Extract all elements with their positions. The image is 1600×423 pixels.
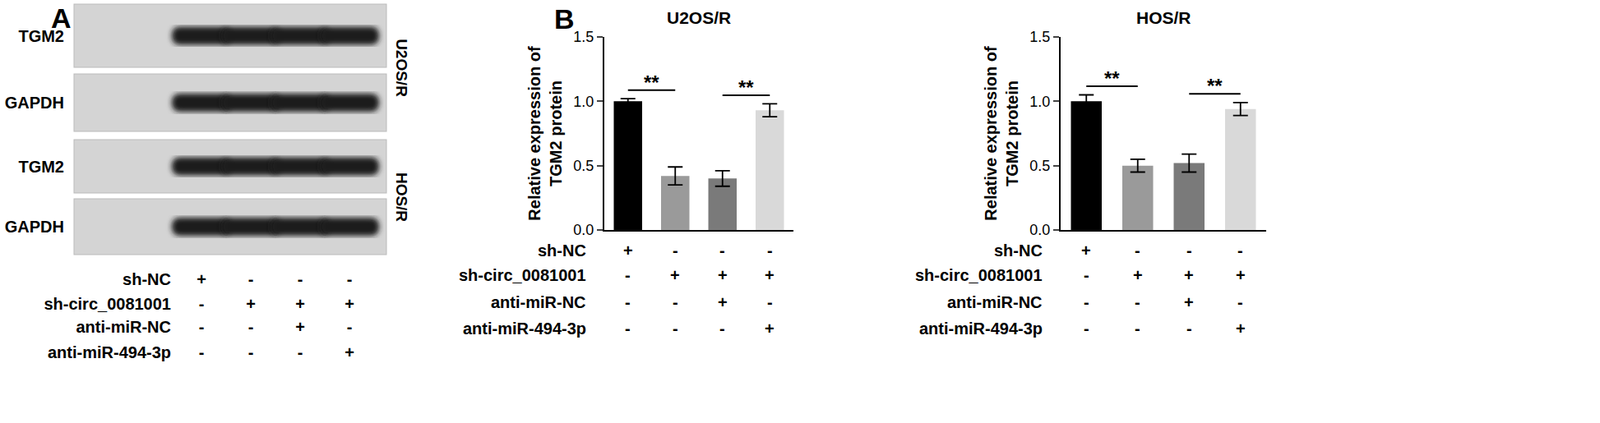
svg-text:1.5: 1.5	[1029, 28, 1050, 46]
svg-text:-: -	[1083, 293, 1090, 312]
svg-text:-: -	[248, 318, 255, 337]
svg-text:sh-circ_0081001: sh-circ_0081001	[915, 266, 1043, 285]
svg-text:+: +	[764, 319, 775, 338]
svg-text:-: -	[297, 343, 304, 362]
svg-text:+: +	[1183, 293, 1194, 312]
svg-text:+: +	[670, 266, 680, 285]
svg-text:1.5: 1.5	[573, 28, 594, 46]
svg-text:anti-miR-494-3p: anti-miR-494-3p	[919, 319, 1043, 338]
svg-text:0.5: 0.5	[573, 157, 594, 175]
svg-text:GAPDH: GAPDH	[4, 217, 65, 236]
svg-text:-: -	[672, 241, 679, 260]
svg-text:+: +	[196, 270, 207, 289]
svg-text:-: -	[198, 318, 205, 337]
svg-text:-: -	[346, 318, 353, 337]
svg-text:+: +	[764, 266, 775, 285]
svg-text:anti-miR-NC: anti-miR-NC	[490, 293, 587, 312]
svg-text:sh-NC: sh-NC	[122, 270, 172, 289]
svg-text:+: +	[717, 266, 728, 285]
svg-text:0.5: 0.5	[1029, 157, 1050, 175]
svg-text:-: -	[198, 343, 205, 362]
svg-text:**: **	[1104, 67, 1120, 90]
svg-text:Relative expression ofTGM2 pro: Relative expression ofTGM2 protein	[981, 46, 1022, 222]
svg-text:anti-miR-NC: anti-miR-NC	[947, 293, 1043, 312]
svg-text:U2OS/R: U2OS/R	[393, 38, 411, 98]
svg-text:TGM2: TGM2	[18, 157, 65, 176]
svg-text:+: +	[1081, 241, 1092, 260]
svg-text:-: -	[1134, 241, 1141, 260]
svg-text:A: A	[50, 2, 72, 34]
svg-text:-: -	[624, 319, 631, 338]
svg-text:0.0: 0.0	[1029, 221, 1050, 239]
svg-text:-: -	[1186, 319, 1193, 338]
svg-text:-: -	[1237, 293, 1244, 312]
svg-text:-: -	[346, 270, 353, 289]
svg-text:B: B	[554, 3, 575, 35]
svg-text:-: -	[1237, 241, 1244, 260]
svg-text:-: -	[1186, 241, 1193, 260]
svg-text:GAPDH: GAPDH	[4, 93, 65, 112]
svg-text:+: +	[717, 293, 728, 312]
svg-text:**: **	[738, 76, 754, 99]
svg-text:+: +	[245, 295, 256, 314]
svg-text:**: **	[1206, 74, 1223, 98]
svg-text:+: +	[1235, 266, 1246, 285]
svg-text:-: -	[767, 241, 773, 260]
svg-text:+: +	[1235, 319, 1246, 338]
svg-text:**: **	[643, 71, 660, 94]
svg-text:+: +	[295, 318, 306, 337]
svg-text:-: -	[624, 266, 631, 285]
svg-text:anti-miR-494-3p: anti-miR-494-3p	[47, 343, 172, 362]
svg-text:-: -	[624, 293, 631, 312]
svg-text:+: +	[344, 295, 355, 314]
svg-text:+: +	[1183, 266, 1194, 285]
svg-text:TGM2: TGM2	[18, 27, 65, 46]
svg-text:+: +	[1132, 266, 1143, 285]
svg-text:0.0: 0.0	[573, 221, 594, 239]
svg-text:+: +	[623, 241, 634, 260]
svg-text:+: +	[295, 295, 306, 314]
svg-text:sh-NC: sh-NC	[537, 241, 587, 260]
svg-text:-: -	[248, 343, 255, 362]
svg-text:U2OS/R: U2OS/R	[666, 8, 731, 28]
svg-text:-: -	[1083, 319, 1090, 338]
svg-text:sh-circ_0081001: sh-circ_0081001	[43, 295, 172, 314]
svg-text:-: -	[719, 319, 726, 338]
svg-text:-: -	[672, 293, 679, 312]
svg-text:1.0: 1.0	[1029, 93, 1050, 111]
svg-text:-: -	[672, 319, 679, 338]
svg-text:-: -	[1134, 319, 1141, 338]
svg-text:1.0: 1.0	[573, 93, 594, 111]
svg-text:anti-miR-494-3p: anti-miR-494-3p	[462, 319, 587, 338]
svg-text:sh-circ_0081001: sh-circ_0081001	[458, 266, 587, 285]
svg-text:-: -	[198, 295, 205, 314]
svg-text:-: -	[248, 270, 255, 289]
svg-text:-: -	[1083, 266, 1090, 285]
svg-text:-: -	[297, 270, 304, 289]
svg-text:HOS/R: HOS/R	[1136, 8, 1192, 28]
svg-text:HOS/R: HOS/R	[393, 172, 411, 222]
svg-text:Relative expression ofTGM2 pro: Relative expression ofTGM2 protein	[525, 46, 565, 222]
svg-text:sh-NC: sh-NC	[994, 241, 1043, 260]
svg-text:-: -	[719, 241, 726, 260]
svg-text:+: +	[344, 343, 355, 362]
svg-text:anti-miR-NC: anti-miR-NC	[75, 318, 172, 337]
svg-text:-: -	[767, 293, 773, 312]
svg-text:-: -	[1134, 293, 1141, 312]
